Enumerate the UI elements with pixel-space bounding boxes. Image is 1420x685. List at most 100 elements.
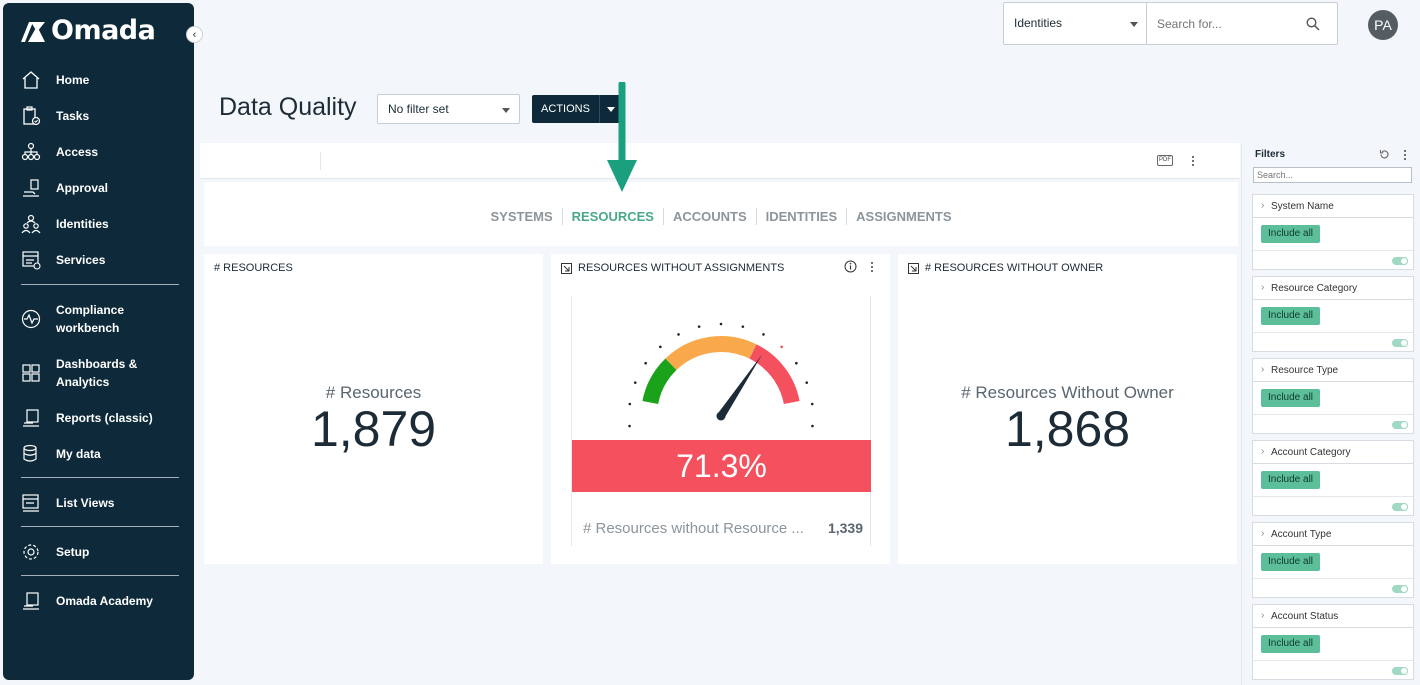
gauge-chart [628,322,814,449]
sidebar-item-home[interactable]: Home [3,70,194,90]
org-tree-icon [21,142,41,161]
sidebar-item-access[interactable]: Access [3,142,194,162]
gauge-tick [628,402,632,406]
resources-without-assignments-card: RESOURCES WITHOUT ASSIGNMENTS 71.3% # Re… [551,254,890,564]
sidebar-item-label: My data [56,447,101,461]
sidebar-item-services[interactable]: Services [3,250,194,270]
filter-select[interactable]: No filter set [377,94,520,124]
more-options-icon[interactable] [1191,156,1195,166]
home-icon [22,71,40,89]
search-field [1147,3,1337,44]
gauge-tick [795,361,798,365]
sidebar-item-list-views[interactable]: List Views [3,493,194,513]
chevron-right-icon[interactable]: › [1261,364,1265,375]
filter-group-name[interactable]: Account Type [1271,529,1332,540]
sidebar-divider [21,526,179,527]
sidebar-item-reports-classic[interactable]: Reports (classic) [3,408,194,428]
actions-dropdown-toggle[interactable] [600,95,622,123]
drill-down-icon[interactable] [561,262,572,274]
clipboard-check-icon [23,106,41,126]
sidebar-item-my-data[interactable]: My data [3,444,194,464]
more-options-icon[interactable] [870,262,874,272]
resources-without-owner-card: # RESOURCES WITHOUT OWNER # Resources Wi… [898,254,1237,564]
include-all-chip[interactable]: Include all [1261,307,1321,325]
filter-toggle[interactable] [1392,667,1408,675]
gauge-tick [633,381,637,384]
tab-assignments[interactable]: ASSIGNMENTS [856,209,952,224]
collapse-sidebar-button[interactable]: ‹ [186,26,203,43]
sidebar-item-label: Identities [56,217,109,231]
gauge-widget: 71.3% # Resources without Resource ... 1… [571,296,871,546]
omada-logo[interactable]: Omada [19,15,156,46]
sidebar-divider [21,477,179,478]
tab-resources[interactable]: RESOURCES [563,208,664,225]
sidebar-divider [21,575,179,576]
include-all-chip[interactable]: Include all [1261,635,1321,653]
filter-group-name[interactable]: Resource Category [1271,283,1358,294]
sidebar-item-setup[interactable]: Setup [3,542,194,562]
chevron-right-icon[interactable]: › [1261,528,1265,539]
sidebar-item-compliance-workbench[interactable]: Compliance workbench [3,300,194,338]
filters-search-input[interactable] [1253,167,1412,183]
tab-accounts[interactable]: ACCOUNTS [664,208,757,225]
more-options-icon[interactable] [1403,150,1407,160]
filter-toggle[interactable] [1392,503,1408,511]
academy-icon [23,592,39,610]
sidebar-divider [21,284,179,285]
sidebar-item-label: Setup [56,545,90,559]
sidebar-item-tasks[interactable]: Tasks [3,106,194,126]
pdf-export-icon[interactable]: PDF [1157,155,1173,166]
avatar[interactable]: PA [1368,10,1398,40]
actions-button-label[interactable]: ACTIONS [532,95,600,123]
tabs-card: SYSTEMS RESOURCES ACCOUNTS IDENTITIES AS… [204,182,1238,246]
chevron-right-icon[interactable]: › [1261,282,1265,293]
info-icon[interactable] [844,260,857,273]
toolbar-separator [320,152,321,170]
dashboard-toolbar: PDF [200,143,1240,179]
filter-toggle[interactable] [1392,421,1408,429]
brand-name: Omada [51,15,156,46]
include-all-chip[interactable]: Include all [1261,553,1321,571]
include-all-chip[interactable]: Include all [1261,389,1321,407]
search-icon[interactable] [1306,17,1320,31]
tab-systems[interactable]: SYSTEMS [481,208,563,225]
tab-identities[interactable]: IDENTITIES [757,208,848,225]
include-all-chip[interactable]: Include all [1261,471,1321,489]
card-title: # RESOURCES [214,262,293,274]
pulse-icon [21,309,41,329]
drill-down-icon[interactable] [908,262,919,274]
gauge-tick [719,322,723,326]
filter-toggle[interactable] [1392,257,1408,265]
card-title: # RESOURCES WITHOUT OWNER [908,262,1103,274]
reset-icon[interactable] [1379,149,1390,160]
gauge-band-red [749,344,800,405]
sidebar-item-label: Services [56,253,106,267]
sidebar-item-label: Home [56,73,90,87]
actions-button[interactable]: ACTIONS [532,95,622,123]
sidebar-item-label: Omada Academy [56,594,153,608]
filter-group-name[interactable]: Resource Type [1271,365,1339,376]
gauge-tick [805,381,809,384]
search-input[interactable] [1147,3,1297,44]
sidebar-item-approval[interactable]: Approval [3,178,194,198]
sidebar: Omada ‹ Home Tasks Access Approval Ident… [3,3,203,680]
chevron-right-icon[interactable]: › [1261,446,1265,457]
filter-group-name[interactable]: Account Status [1271,611,1339,622]
chevron-right-icon[interactable]: › [1261,200,1265,211]
filter-select-value: No filter set [388,102,449,116]
filter-toggle[interactable] [1392,339,1408,347]
include-all-chip[interactable]: Include all [1261,225,1321,243]
gauge-tick [697,325,701,328]
sidebar-item-identities[interactable]: Identities [3,214,194,234]
sidebar-item-omada-academy[interactable]: Omada Academy [3,591,194,611]
chevron-right-icon[interactable]: › [1261,610,1265,621]
services-icon [22,251,41,270]
filter-group-system-name: › System Name Include all [1252,194,1414,270]
search-type-select[interactable]: Identities [1004,3,1147,44]
filter-toggle[interactable] [1392,585,1408,593]
filter-group-name[interactable]: Account Category [1271,447,1351,458]
users-icon [21,214,41,234]
annotation-arrow-icon [607,82,637,192]
sidebar-item-dashboards-analytics[interactable]: Dashboards & Analytics [3,354,194,392]
filter-group-name[interactable]: System Name [1271,201,1334,212]
